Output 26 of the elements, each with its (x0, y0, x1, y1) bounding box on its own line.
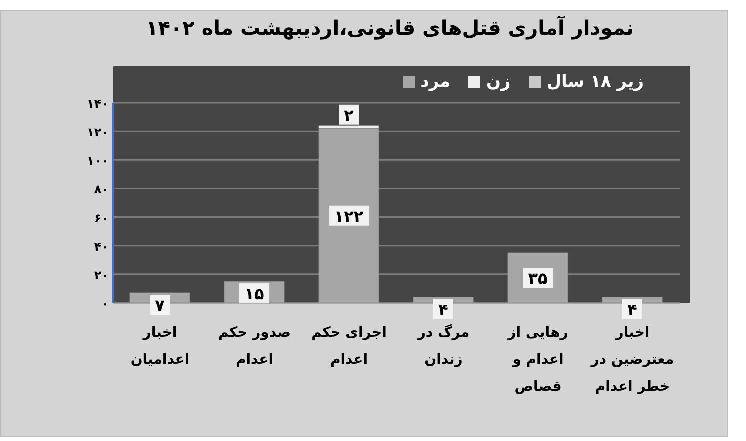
data-label: ۱۵ (244, 284, 265, 304)
y-tick-label: ۱۴۰ (87, 97, 109, 111)
y-tick-label: ۴۰ (94, 240, 109, 254)
data-label: ۴ (438, 300, 449, 320)
data-label: ۱۲۲ (334, 206, 364, 226)
y-tick-label: ۶۰ (94, 211, 109, 226)
x-tick-label: اجرای حکم اعدام (312, 325, 387, 368)
legend-label: زیر ۱۸ سال (546, 72, 644, 92)
y-tick-label: ۰ (102, 297, 109, 311)
y-tick-label: ۸۰ (94, 182, 109, 197)
data-label: ۴ (628, 300, 638, 320)
chart-title: نمودار آماری قتل‌های قانونی،اردیبهشت ماه ۱۴۰۲ (145, 16, 635, 40)
data-label: ۷ (155, 296, 166, 315)
data-label: ۲ (344, 106, 354, 125)
legend-label: مرد (420, 72, 450, 92)
x-tick-label: مرگ در زندان (416, 324, 470, 368)
y-tick-label: ۲۰ (94, 268, 109, 282)
y-tick-label: ۱۲۰ (87, 126, 109, 140)
data-label: ۳۵ (528, 269, 548, 288)
x-tick-label: اخبار اعدامیان (130, 325, 190, 368)
x-tick-label: رهایی از اعدام و قصاص (507, 325, 568, 395)
x-tick-label: اخبار معترضین در خطر اعدام (590, 325, 674, 395)
bar (318, 128, 380, 303)
y-tick-label: ۱۰۰ (87, 154, 109, 168)
legend-label: زن (486, 72, 511, 92)
x-tick-label: صدور حکم اعدام (218, 325, 291, 368)
